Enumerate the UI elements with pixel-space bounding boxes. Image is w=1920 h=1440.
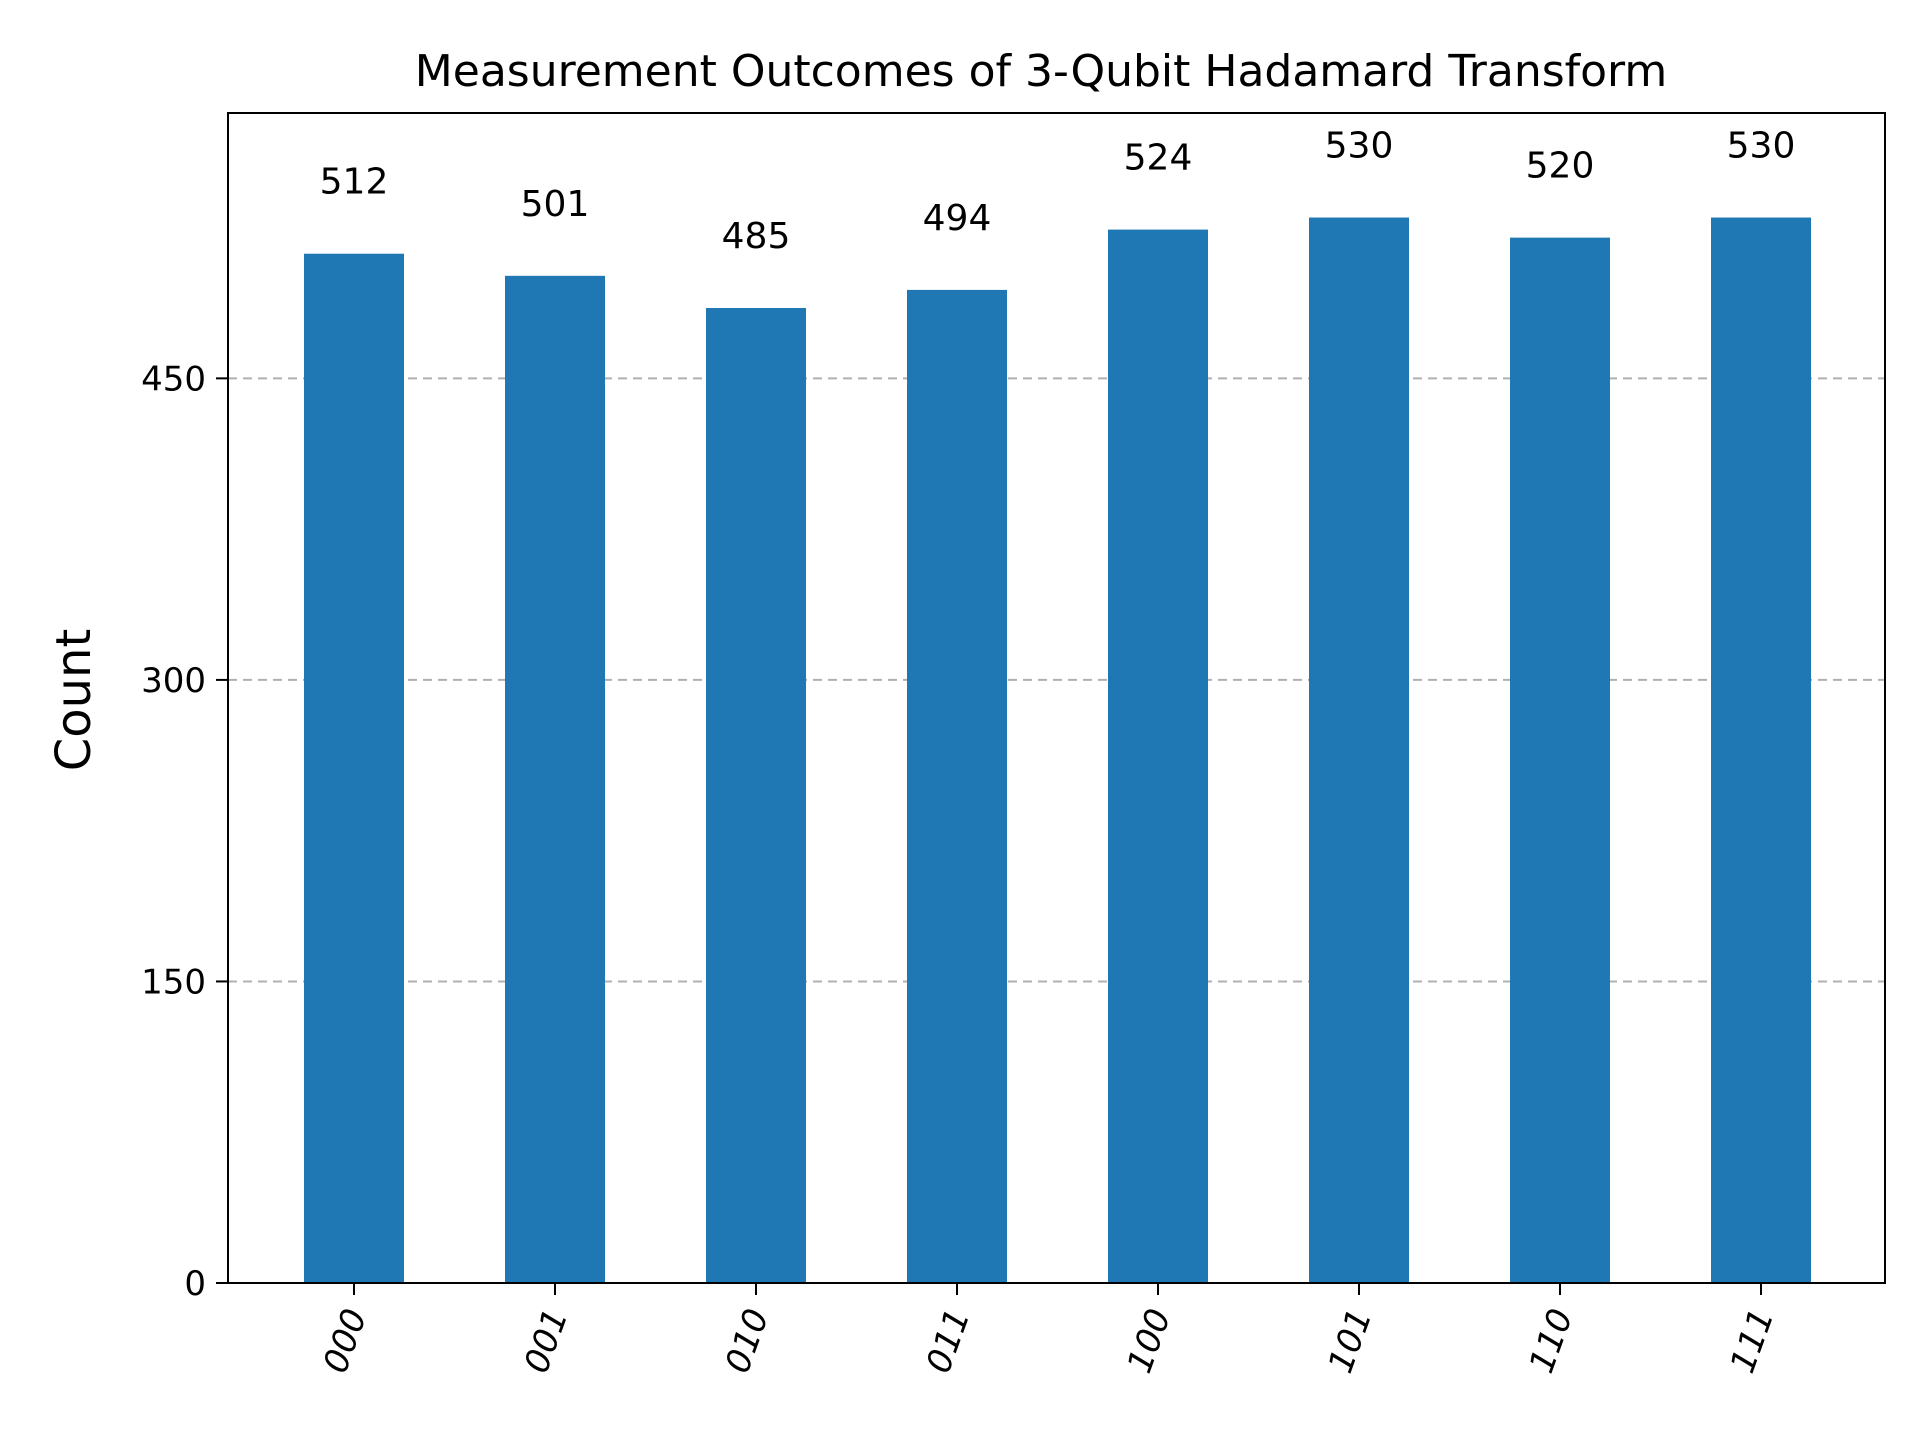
- grid-lines: [228, 377, 1885, 983]
- data-label: 520: [1526, 146, 1595, 187]
- bar: [505, 275, 605, 1283]
- bar: [1510, 237, 1610, 1284]
- data-label: 512: [320, 162, 389, 203]
- x-axis-ticks: 000 001 010 011 100 101 110 111: [316, 1283, 1783, 1379]
- data-label: 530: [1325, 126, 1394, 167]
- bar: [304, 253, 404, 1283]
- x-tick-label: 011: [919, 1304, 979, 1379]
- y-tick-label: 150: [141, 962, 206, 1002]
- data-labels: 512 501 485 494 524 530 520 530: [320, 126, 1796, 257]
- x-tick-label: 001: [517, 1304, 577, 1379]
- x-tick-label: 010: [718, 1304, 778, 1379]
- y-tick-label: 450: [141, 359, 206, 399]
- data-label: 494: [923, 198, 992, 239]
- bar: [907, 289, 1007, 1283]
- x-tick-label: 101: [1321, 1304, 1381, 1379]
- y-tick-label: 300: [141, 661, 206, 701]
- plot-frame: [227, 112, 1886, 1284]
- data-label: 501: [521, 184, 590, 225]
- y-axis-label: Count: [46, 629, 102, 772]
- data-label: 524: [1124, 138, 1193, 179]
- bars: [304, 217, 1811, 1284]
- chart-title: Measurement Outcomes of 3-Qubit Hadamard…: [415, 46, 1667, 97]
- x-tick-label: 111: [1723, 1304, 1783, 1379]
- x-tick-label: 110: [1522, 1304, 1582, 1379]
- data-label: 530: [1727, 126, 1796, 167]
- y-tick-label: 0: [184, 1264, 206, 1304]
- bar: [1108, 229, 1208, 1284]
- bar: [1309, 217, 1409, 1283]
- bar: [706, 308, 806, 1283]
- x-tick-label: 000: [316, 1304, 376, 1379]
- x-tick-label: 100: [1120, 1304, 1180, 1379]
- bar: [1711, 217, 1811, 1283]
- data-label: 485: [722, 216, 791, 257]
- y-axis-ticks: 0 150 300 450: [141, 359, 228, 1304]
